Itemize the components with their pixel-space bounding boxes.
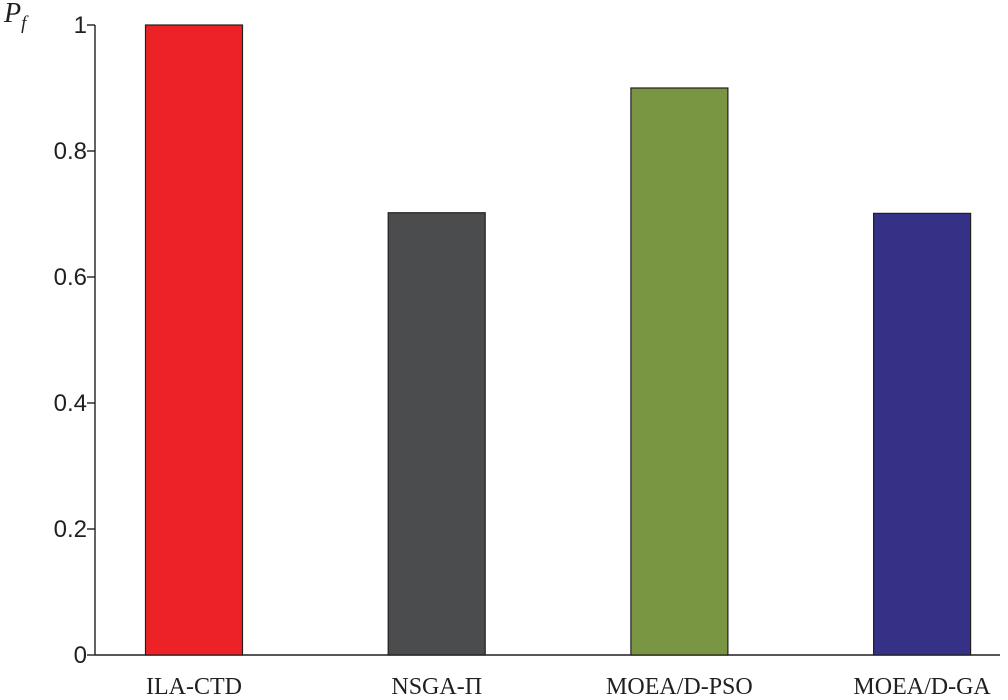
x-category-label: MOEA/D-PSO [606, 674, 753, 700]
y-axis: 0 0.2 0.4 0.6 0.8 1 [54, 12, 1000, 669]
bar-ila-ctd [144, 24, 244, 656]
y-tick-label: 0.2 [54, 516, 87, 543]
x-category-label: MOEA/D-GA [853, 674, 991, 700]
x-category-label: ILA-CTD [146, 674, 242, 700]
y-tick-label: 0.4 [54, 390, 87, 417]
bar-moea-d-ga [872, 212, 972, 656]
bar-moea-d-pso [630, 87, 729, 656]
bar-nsga [387, 212, 486, 656]
x-category-label: NSGA-Π [391, 674, 482, 700]
x-axis-labels: ILA-CTD NSGA-Π MOEA/D-PSO MOEA/D-GA [146, 674, 991, 700]
y-tick-label: 0.8 [54, 138, 87, 165]
bars [144, 24, 972, 656]
y-tick-label: 1 [74, 12, 87, 39]
y-axis-title: Pf [3, 0, 29, 34]
y-tick-label: 0 [74, 642, 87, 669]
y-tick-label: 0.6 [54, 264, 87, 291]
